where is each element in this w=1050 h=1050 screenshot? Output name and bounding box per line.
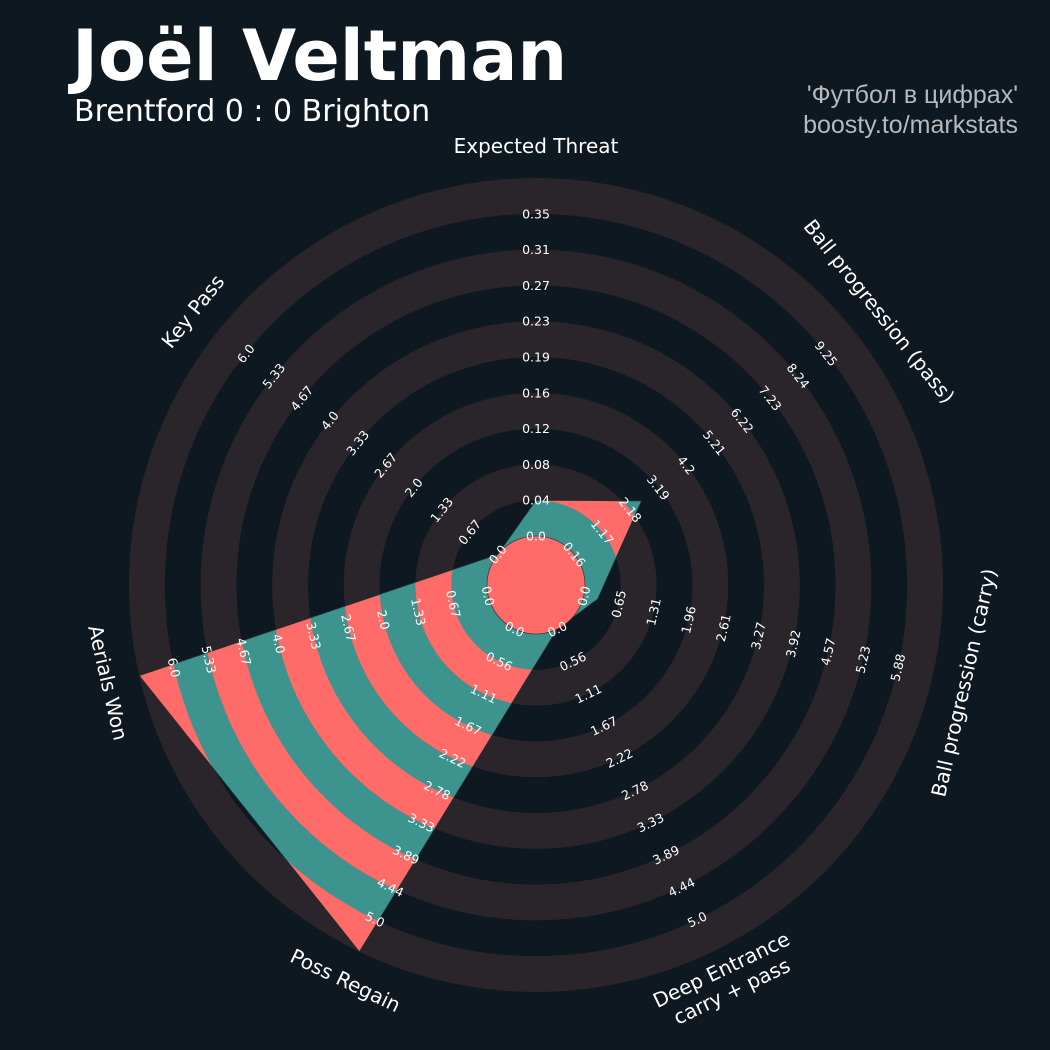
tick-label: 0.35 <box>522 206 550 221</box>
tick-label: 0.12 <box>522 421 550 436</box>
tick-label: 0.16 <box>522 385 550 400</box>
tick-label: 5.88 <box>887 652 908 683</box>
tick-label: 5.23 <box>853 644 874 674</box>
parameter-label-line: Expected Threat <box>454 134 619 158</box>
tick-label: 3.92 <box>783 628 804 658</box>
tick-label: 2.0 <box>374 608 393 631</box>
value-center <box>486 535 586 635</box>
tick-label: 1.96 <box>678 605 699 636</box>
tick-label: 1.31 <box>643 597 664 627</box>
player-name-title: Joël Veltman <box>72 15 568 97</box>
parameter-label: Expected Threat <box>454 134 619 158</box>
tick-label: 4.0 <box>269 632 288 655</box>
tick-label: 2.67 <box>338 613 359 643</box>
tick-label: 4.57 <box>818 636 839 666</box>
tick-label: 0.08 <box>522 457 550 472</box>
tick-label: 0.19 <box>522 350 550 365</box>
tick-label: 1.33 <box>408 597 429 627</box>
tick-label: 2.61 <box>713 613 734 643</box>
parameter-label: Aerials Won <box>83 623 133 743</box>
tick-label: 6.0 <box>165 656 184 679</box>
tick-label: 0.65 <box>608 589 629 619</box>
credit-line-1: 'Футбол в цифрах' <box>806 81 1018 109</box>
tick-label: 0.23 <box>522 314 550 329</box>
value-polygon-outline <box>138 499 643 953</box>
match-score-subtitle: Brentford 0 : 0 Brighton <box>74 94 431 129</box>
tick-label: 0.0 <box>479 585 498 608</box>
tick-label: 0.31 <box>522 242 550 257</box>
tick-label: 3.33 <box>303 620 324 650</box>
parameter-label-line: Aerials Won <box>83 623 133 743</box>
tick-label: 5.33 <box>199 644 220 674</box>
credit-block: 'Футбол в цифрах' boosty.to/markstats <box>803 80 1018 140</box>
tick-label: 0.67 <box>443 589 464 619</box>
tick-label: 0.0 <box>574 585 593 608</box>
credit-line-2: boosty.to/markstats <box>803 111 1018 139</box>
tick-label: 3.27 <box>748 620 769 650</box>
tick-label: 0.0 <box>526 529 546 544</box>
tick-label: 4.67 <box>233 636 254 666</box>
tick-label: 0.27 <box>522 278 550 293</box>
tick-label: 0.04 <box>522 493 550 508</box>
player-value-polygon <box>138 499 643 953</box>
